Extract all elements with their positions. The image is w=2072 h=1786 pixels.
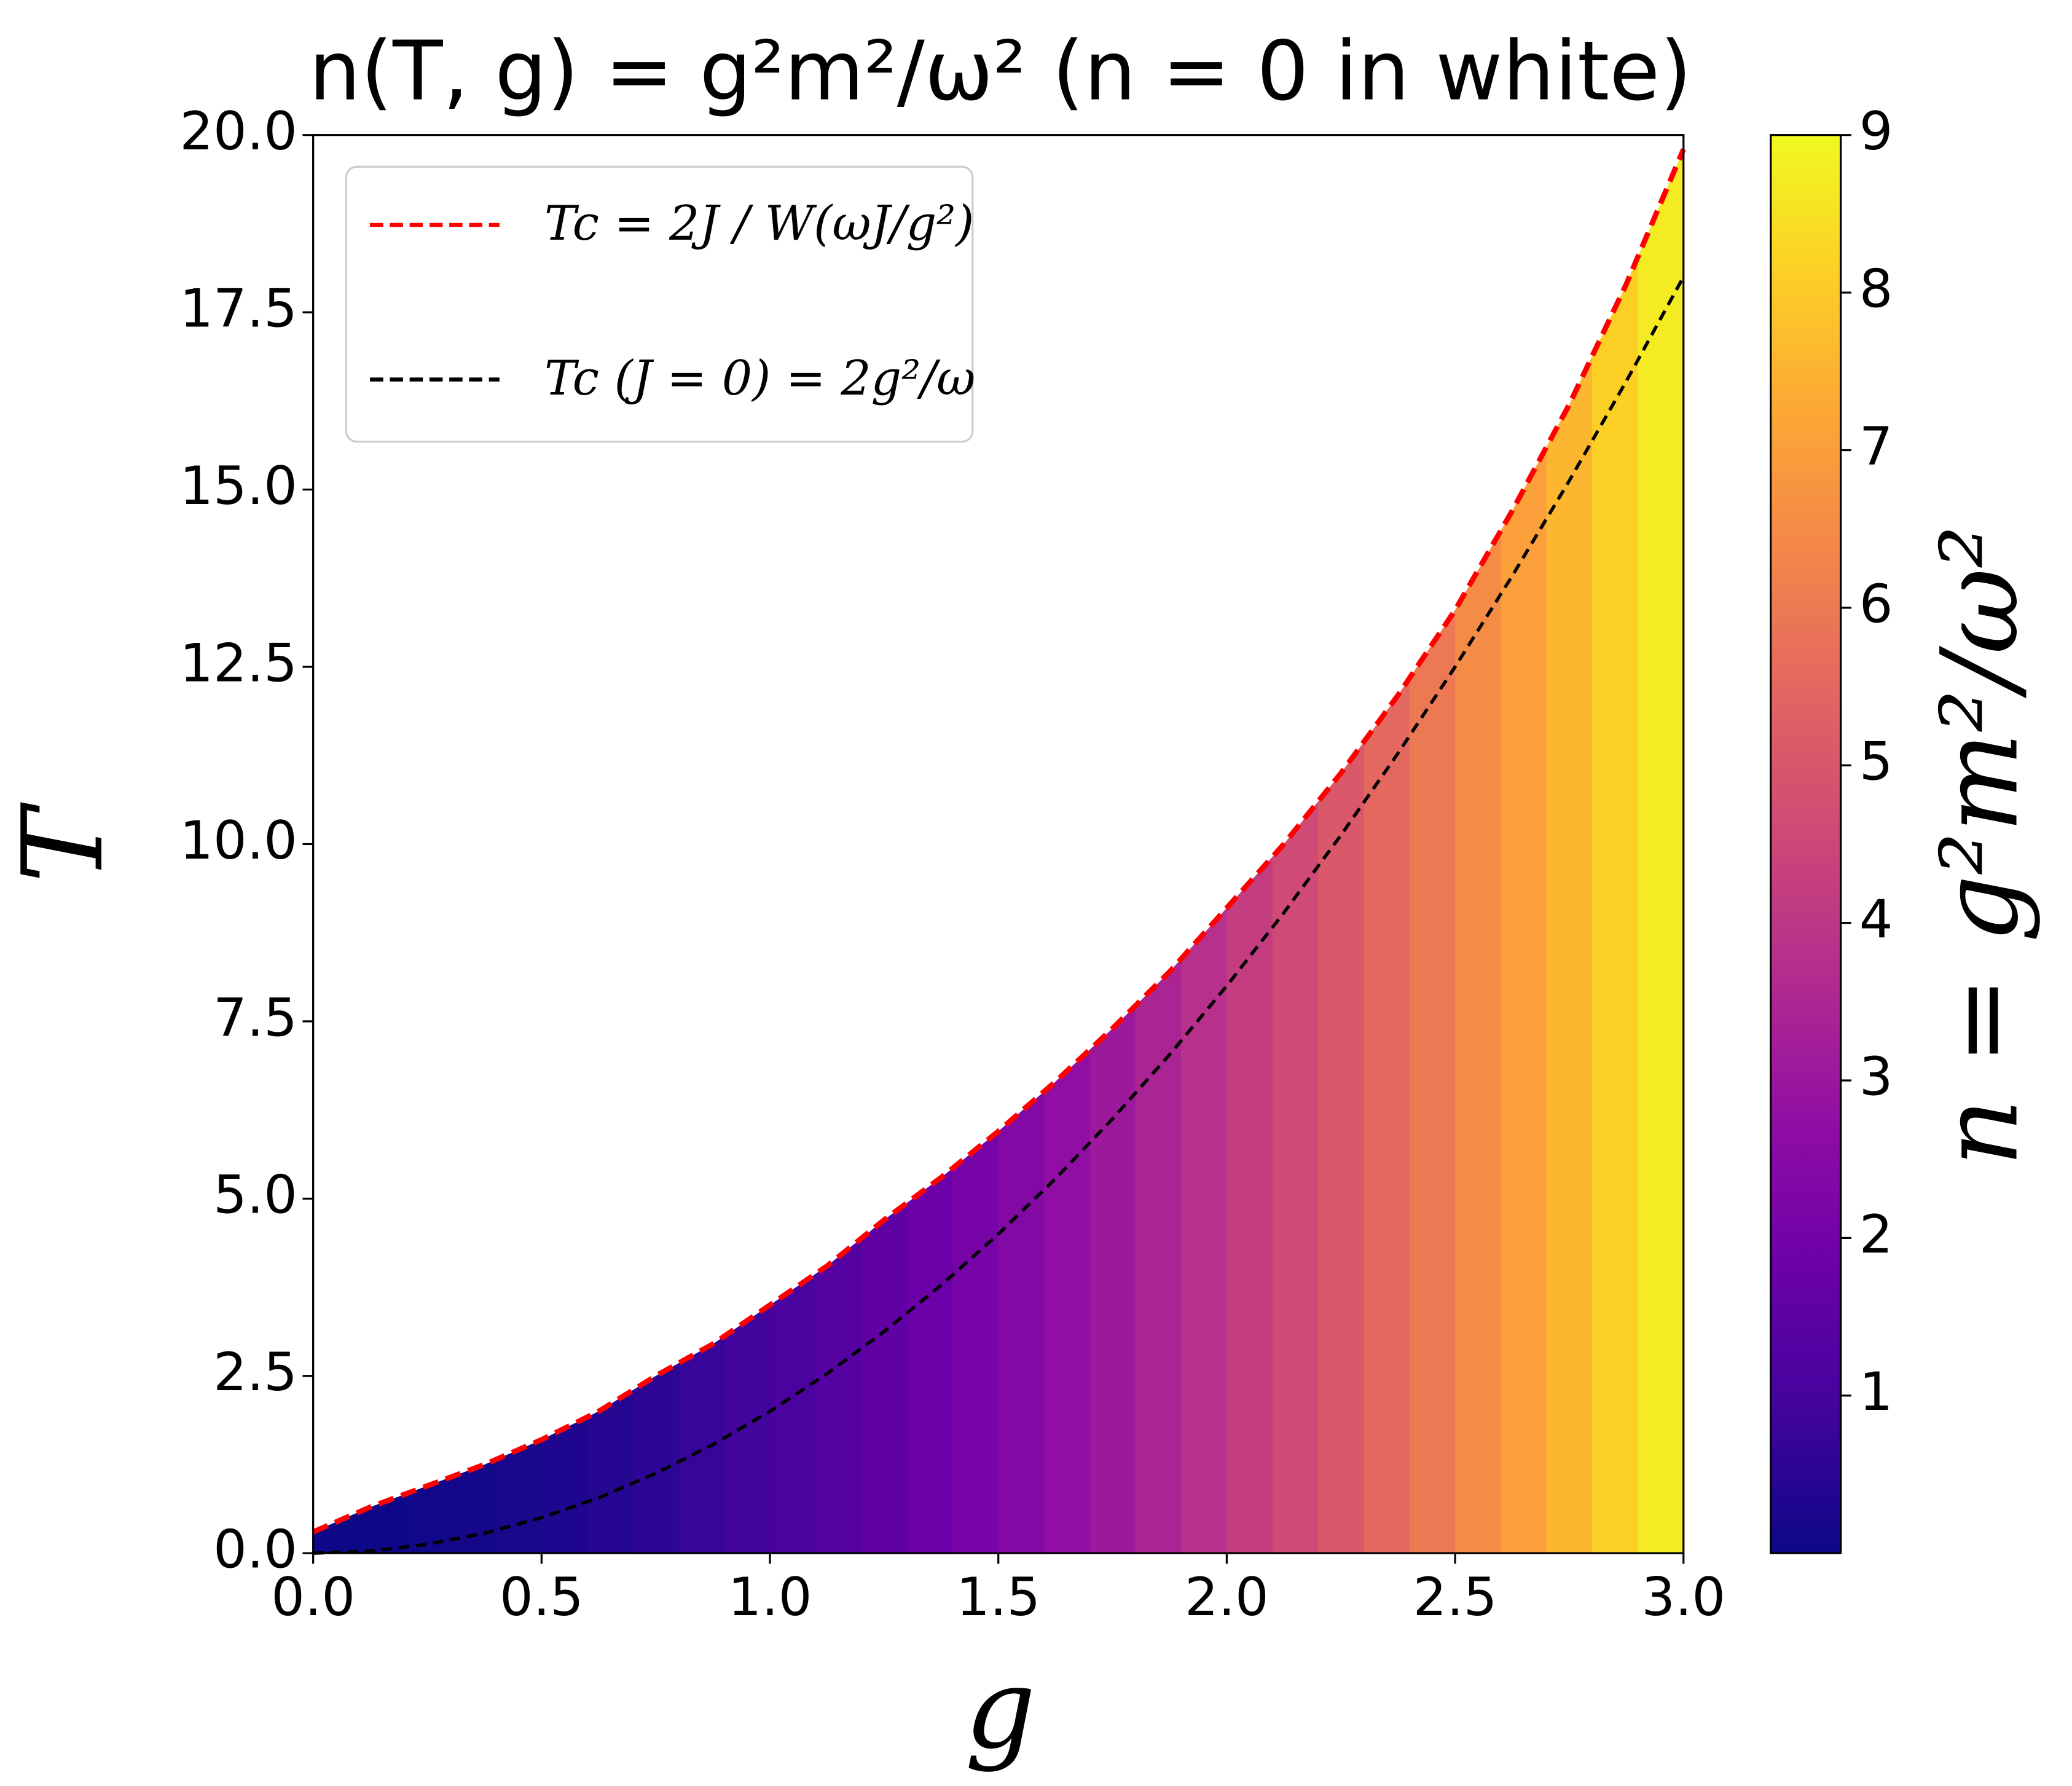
y-tick-label: 17.5 bbox=[179, 278, 297, 340]
legend-label: Tc = 2J / W(ωJ/g²) bbox=[544, 196, 974, 251]
heatmap-cell bbox=[1638, 149, 1684, 1554]
x-tick-label: 2.5 bbox=[1413, 1567, 1497, 1628]
curve bbox=[312, 148, 1686, 1535]
x-tick-label: 2.0 bbox=[1185, 1567, 1269, 1628]
heatmap-cell bbox=[1455, 149, 1502, 1554]
heatmap-cell bbox=[1272, 149, 1319, 1554]
heatmap-cell bbox=[1409, 149, 1456, 1554]
colorbar-tick-label: 3 bbox=[1859, 1046, 1893, 1107]
heatmap-cell bbox=[1592, 149, 1639, 1554]
colorbar-tick-label: 5 bbox=[1859, 731, 1893, 793]
heatmap-cell bbox=[1364, 149, 1411, 1554]
chart-title: n(T, g) = g²m²/ω² (n = 0 in white) bbox=[309, 24, 1692, 119]
heatmap-cell bbox=[1226, 149, 1274, 1554]
x-tick-label: 1.5 bbox=[956, 1567, 1040, 1628]
colorbar-tick-label: 2 bbox=[1859, 1204, 1893, 1265]
y-tick-label: 2.5 bbox=[213, 1342, 297, 1403]
curves bbox=[312, 148, 1686, 1555]
legend: Tc = 2J / W(ωJ/g²) Tc (J = 0) = 2g²/ω bbox=[345, 165, 975, 443]
y-tick-label: 0.0 bbox=[213, 1519, 297, 1581]
y-tick-label: 15.0 bbox=[179, 455, 297, 517]
x-tick-label: 0.5 bbox=[500, 1567, 584, 1628]
colorbar-tick-label: 9 bbox=[1859, 101, 1893, 162]
legend-box bbox=[345, 165, 974, 443]
colorbar bbox=[1770, 135, 1841, 1554]
y-axis-label: T bbox=[0, 802, 128, 883]
heatmap-cell bbox=[1181, 149, 1228, 1554]
x-tick-label: 3.0 bbox=[1641, 1567, 1725, 1628]
heatmap-cell bbox=[1501, 149, 1548, 1554]
heatmap-cell bbox=[1318, 149, 1365, 1554]
y-tick-label: 5.0 bbox=[213, 1165, 297, 1226]
y-tick-label: 20.0 bbox=[179, 101, 297, 162]
x-tick-label: 1.0 bbox=[728, 1567, 812, 1628]
legend-label: Tc (J = 0) = 2g²/ω bbox=[544, 351, 975, 406]
x-axis-label: g bbox=[965, 1644, 1036, 1774]
colorbar-tick-label: 8 bbox=[1859, 259, 1893, 320]
y-tick-label: 10.0 bbox=[179, 810, 297, 871]
heatmap-cell bbox=[1089, 149, 1137, 1554]
x-tick-label: 0.0 bbox=[271, 1567, 355, 1628]
heatmap-cell bbox=[1135, 149, 1182, 1554]
colorbar-label: n = g²m²/ω² bbox=[1918, 525, 2042, 1166]
colorbar-tick-label: 6 bbox=[1859, 573, 1893, 635]
heatmap-cell bbox=[998, 149, 1045, 1554]
colorbar-frame bbox=[1770, 134, 1842, 1554]
colorbar-tick-label: 4 bbox=[1859, 889, 1893, 950]
colorbar-tick-label: 7 bbox=[1859, 416, 1893, 478]
colorbar-tick-label: 1 bbox=[1859, 1361, 1893, 1423]
curve bbox=[313, 276, 1685, 1555]
heatmap-cell bbox=[1044, 149, 1091, 1554]
heatmap-cell bbox=[1546, 149, 1593, 1554]
y-tick-label: 7.5 bbox=[213, 987, 297, 1048]
y-tick-label: 12.5 bbox=[179, 632, 297, 694]
